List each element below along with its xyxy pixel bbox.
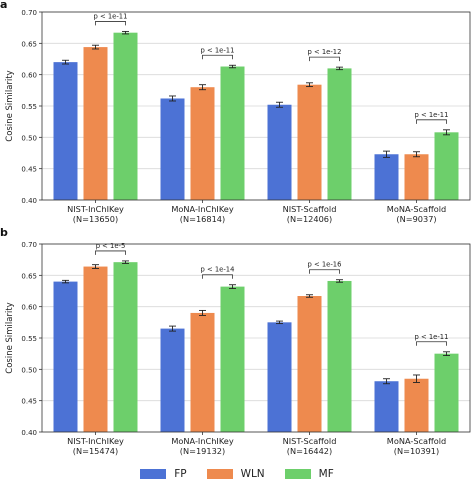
bar-mf bbox=[327, 68, 352, 201]
y-tick-label: 0.40 bbox=[21, 429, 37, 437]
legend-label-wln: WLN bbox=[240, 468, 265, 480]
legend-swatch-wln bbox=[206, 469, 233, 479]
legend-item-wln: WLN bbox=[206, 468, 265, 480]
x-tick-sublabel: (N=15474) bbox=[73, 446, 118, 456]
x-tick-sublabel: (N=13650) bbox=[73, 214, 118, 224]
bar-fp bbox=[267, 322, 292, 432]
p-value-annotation: p < 1e-12 bbox=[308, 48, 342, 56]
significance-bracket bbox=[202, 54, 233, 60]
x-tick-sublabel: (N=16442) bbox=[287, 446, 332, 456]
bar-fp bbox=[160, 98, 185, 200]
legend-swatch-mf bbox=[284, 469, 311, 479]
p-value-annotation: p < 1e-11 bbox=[201, 46, 235, 54]
bar-fp bbox=[53, 281, 78, 432]
bar-mf bbox=[220, 286, 245, 432]
y-tick-label: 0.65 bbox=[21, 40, 37, 48]
x-tick-label: MoNA-Scaffold bbox=[387, 436, 446, 446]
y-axis-label: Cosine Similarity bbox=[5, 302, 15, 373]
x-tick-label: NIST-InChIKey bbox=[67, 436, 124, 446]
p-value-annotation: p < 1e-11 bbox=[415, 333, 449, 341]
y-tick-label: 0.50 bbox=[21, 366, 37, 374]
y-tick-label: 0.60 bbox=[21, 304, 37, 312]
bar-mf bbox=[113, 262, 138, 432]
y-tick-label: 0.55 bbox=[21, 335, 37, 343]
bar-mf bbox=[113, 32, 138, 201]
significance-bracket bbox=[309, 56, 340, 62]
y-tick-label: 0.55 bbox=[21, 103, 37, 111]
bar-mf bbox=[220, 66, 245, 201]
x-tick-sublabel: (N=9037) bbox=[396, 214, 436, 224]
bar-fp bbox=[374, 154, 399, 200]
bar-fp bbox=[53, 62, 78, 201]
figure: 0.40 0.45 0.50 0.55 0.60 0.65 0.70 Cosine Simil… bbox=[5, 9, 471, 456]
plot-frame bbox=[41, 243, 471, 433]
bar-wln bbox=[190, 312, 215, 432]
bar-wln bbox=[297, 84, 322, 200]
y-axis-label: Cosine Similarity bbox=[5, 70, 15, 141]
significance-bracket bbox=[202, 274, 233, 279]
y-tick-label: 0.60 bbox=[21, 72, 37, 80]
x-tick-sublabel: (N=10391) bbox=[394, 446, 439, 456]
significance-bracket bbox=[309, 269, 340, 274]
p-value-annotation: p < 1e-5 bbox=[96, 242, 126, 250]
legend-label-mf: MF bbox=[318, 468, 334, 480]
y-tick-label: 0.50 bbox=[21, 134, 37, 142]
bar-fp bbox=[160, 328, 185, 432]
x-tick-label: NIST-Scaffold bbox=[283, 436, 337, 446]
bar-wln bbox=[83, 266, 108, 432]
bar-wln bbox=[404, 378, 429, 432]
x-tick-label: MoNA-Scaffold bbox=[387, 204, 446, 214]
legend-label-fp: FP bbox=[174, 468, 187, 480]
y-tick-label: 0.65 bbox=[21, 272, 37, 280]
x-tick-sublabel: (N=16814) bbox=[180, 214, 225, 224]
x-tick-label: NIST-InChIKey bbox=[67, 204, 124, 214]
significance-bracket bbox=[416, 119, 447, 124]
significance-bracket bbox=[416, 341, 447, 346]
plot-frame bbox=[41, 11, 471, 201]
p-value-annotation: p < 1e-16 bbox=[308, 261, 342, 269]
y-tick-label: 0.40 bbox=[21, 197, 37, 205]
panel-label-b: b bbox=[0, 226, 8, 239]
x-tick-label: NIST-Scaffold bbox=[283, 204, 337, 214]
p-value-annotation: p < 1e-11 bbox=[415, 111, 449, 119]
significance-bracket bbox=[95, 250, 126, 255]
legend: FP WLN MF bbox=[0, 467, 474, 481]
bar-wln bbox=[190, 87, 215, 200]
p-value-annotation: p < 1e-14 bbox=[201, 266, 235, 274]
legend-item-mf: MF bbox=[284, 468, 334, 480]
bar-wln bbox=[83, 47, 108, 200]
bar-fp bbox=[267, 104, 292, 200]
chart-panel-b: 0.40 0.45 0.50 0.55 0.60 0.65 0.70 Cosine Simil… bbox=[5, 241, 471, 456]
p-value-annotation: p < 1e-11 bbox=[94, 12, 128, 20]
y-tick-label: 0.45 bbox=[21, 166, 37, 174]
chart-panel-a: 0.40 0.45 0.50 0.55 0.60 0.65 0.70 Cosine Simil… bbox=[5, 9, 471, 224]
bar-mf bbox=[434, 353, 459, 432]
panel-label-a: a bbox=[0, 0, 8, 11]
bar-mf bbox=[434, 132, 459, 200]
bar-mf bbox=[327, 280, 352, 432]
legend-swatch-fp bbox=[140, 469, 167, 479]
x-tick-sublabel: (N=19132) bbox=[180, 446, 225, 456]
x-tick-label: MoNA-InChIKey bbox=[171, 436, 233, 446]
y-tick-label: 0.70 bbox=[21, 9, 37, 17]
bar-wln bbox=[297, 296, 322, 432]
bar-fp bbox=[374, 381, 399, 432]
legend-item-fp: FP bbox=[140, 468, 187, 480]
x-tick-label: MoNA-InChIKey bbox=[171, 204, 233, 214]
significance-bracket bbox=[95, 21, 126, 26]
bar-wln bbox=[404, 154, 429, 200]
y-tick-label: 0.45 bbox=[21, 398, 37, 406]
y-tick-label: 0.70 bbox=[21, 241, 37, 249]
x-tick-sublabel: (N=12406) bbox=[287, 214, 332, 224]
